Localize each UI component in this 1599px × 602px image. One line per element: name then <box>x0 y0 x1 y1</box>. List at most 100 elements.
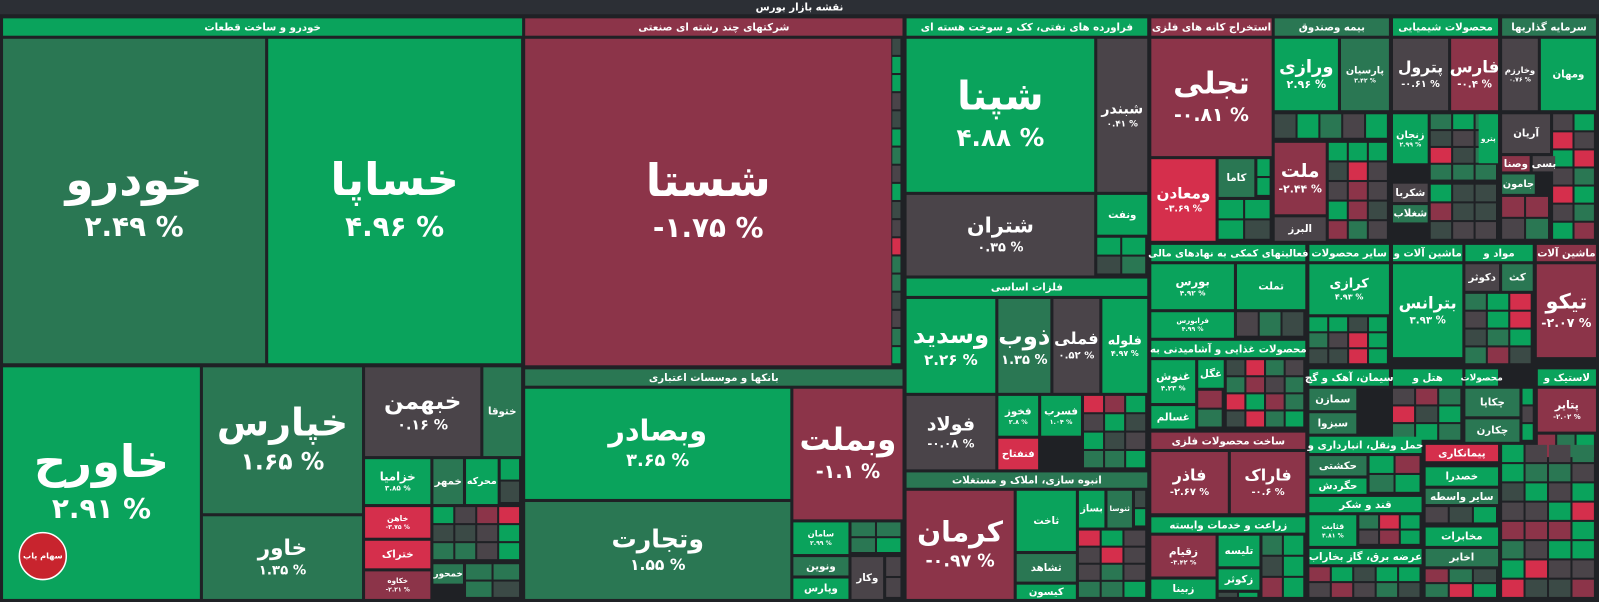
stock-tile[interactable] <box>433 459 463 505</box>
stock-tile[interactable] <box>1465 388 1520 417</box>
stock-tile[interactable] <box>1393 183 1428 203</box>
stock-tile[interactable] <box>202 516 363 599</box>
stock-tile[interactable] <box>1151 360 1196 404</box>
stock-tile[interactable] <box>1393 264 1463 358</box>
stock-tile[interactable] <box>1102 298 1148 393</box>
stock-tile[interactable] <box>1236 264 1306 310</box>
stock-tile[interactable] <box>365 571 431 599</box>
stock-tile[interactable] <box>1537 388 1596 432</box>
stock-tile[interactable] <box>1532 156 1556 172</box>
filler-tile <box>1475 164 1497 180</box>
stock-tile[interactable] <box>1016 490 1076 551</box>
stock-tile[interactable] <box>1274 38 1338 111</box>
stock-tile[interactable] <box>1078 490 1105 528</box>
stock-tile[interactable] <box>1536 264 1596 358</box>
stock-tile[interactable] <box>906 298 996 393</box>
stock-symbol: خساپا <box>330 153 459 206</box>
stock-tile[interactable] <box>1107 490 1132 528</box>
filler-tile <box>1122 256 1146 274</box>
stock-symbol: ذوب <box>998 321 1050 350</box>
stock-tile[interactable] <box>1309 388 1357 411</box>
stock-tile[interactable] <box>1151 579 1216 599</box>
stock-tile[interactable] <box>202 367 363 514</box>
stock-tile[interactable] <box>1274 217 1326 241</box>
stock-tile[interactable] <box>3 38 266 364</box>
stock-tile[interactable] <box>483 367 522 457</box>
stock-tile[interactable] <box>1151 312 1234 338</box>
stock-tile[interactable] <box>1465 419 1520 442</box>
stock-tile[interactable] <box>1218 535 1260 567</box>
stock-symbol: بسی <box>1532 159 1556 170</box>
filler-tile <box>1124 530 1146 546</box>
stock-tile[interactable] <box>998 298 1051 393</box>
stock-change: -۲.۰۷ % <box>1541 315 1592 330</box>
stock-tile[interactable] <box>1502 174 1535 194</box>
stock-tile[interactable] <box>906 194 1095 276</box>
stock-tile[interactable] <box>793 522 849 555</box>
stock-tile[interactable] <box>1540 38 1596 111</box>
stock-tile[interactable] <box>525 388 791 499</box>
stock-tile[interactable] <box>851 557 884 599</box>
stock-tile[interactable] <box>1502 38 1538 111</box>
stock-tile[interactable] <box>906 395 996 470</box>
stock-tile[interactable] <box>525 38 892 366</box>
stock-tile[interactable] <box>1309 478 1367 494</box>
stock-tile[interactable] <box>268 38 522 364</box>
stock-tile[interactable] <box>1198 360 1224 388</box>
stock-tile[interactable] <box>365 507 431 538</box>
stock-tile[interactable] <box>1309 413 1357 434</box>
stock-tile[interactable] <box>1097 38 1148 192</box>
stock-tile[interactable] <box>1425 467 1499 486</box>
stock-tile[interactable] <box>1478 114 1499 164</box>
stock-tile[interactable] <box>1151 264 1234 310</box>
stock-symbol: ورازی <box>1279 56 1333 77</box>
stock-tile[interactable] <box>1274 142 1326 215</box>
stock-tile[interactable] <box>1151 159 1216 241</box>
stock-tile[interactable] <box>1041 395 1081 436</box>
stock-tile[interactable] <box>1393 205 1428 223</box>
stock-tile[interactable] <box>793 557 849 576</box>
stock-tile[interactable] <box>466 459 498 505</box>
stock-tile[interactable] <box>998 395 1039 436</box>
stock-tile[interactable] <box>998 438 1039 470</box>
stock-tile[interactable] <box>1425 527 1499 546</box>
stock-change: ۴.۲۳ % <box>1161 384 1186 392</box>
filler-tile <box>1502 560 1524 578</box>
stock-tile[interactable] <box>1151 452 1228 514</box>
stock-tile[interactable] <box>1016 554 1076 582</box>
stock-tile[interactable] <box>1218 569 1260 590</box>
stock-tile[interactable] <box>1151 535 1216 577</box>
stock-tile[interactable] <box>1151 406 1196 429</box>
stock-tile[interactable] <box>1053 298 1100 393</box>
stock-tile[interactable] <box>433 564 463 584</box>
stock-tile[interactable] <box>1425 548 1499 567</box>
stock-tile[interactable] <box>1151 38 1272 157</box>
stock-tile[interactable] <box>1502 264 1533 291</box>
stock-symbol: ونفت <box>1108 210 1136 221</box>
stock-tile[interactable] <box>525 502 791 599</box>
stock-tile[interactable] <box>1016 584 1076 599</box>
stock-tile[interactable] <box>1230 452 1306 514</box>
stock-tile[interactable] <box>365 540 431 569</box>
stock-tile[interactable] <box>1393 38 1449 111</box>
stock-symbol: خمحور <box>433 569 463 579</box>
stock-tile[interactable] <box>793 578 849 599</box>
stock-tile[interactable] <box>906 38 1095 192</box>
stock-tile[interactable] <box>906 490 1014 599</box>
stock-tile[interactable] <box>1502 114 1551 154</box>
stock-tile[interactable] <box>365 367 481 457</box>
stock-tile[interactable] <box>1097 194 1148 235</box>
stock-tile[interactable] <box>1393 114 1428 164</box>
filler-tile <box>1430 147 1452 163</box>
stock-tile[interactable] <box>1502 156 1530 172</box>
stock-tile[interactable] <box>1309 515 1357 546</box>
stock-tile[interactable] <box>1465 264 1500 291</box>
stock-tile[interactable] <box>793 388 903 520</box>
sector-name: قند و شکر <box>1338 500 1391 511</box>
stock-tile[interactable] <box>1309 264 1389 315</box>
stock-tile[interactable] <box>1218 159 1255 197</box>
stock-tile[interactable] <box>365 459 431 505</box>
stock-tile[interactable] <box>1451 38 1499 111</box>
stock-tile[interactable] <box>1309 456 1367 476</box>
stock-tile[interactable] <box>1340 38 1389 111</box>
